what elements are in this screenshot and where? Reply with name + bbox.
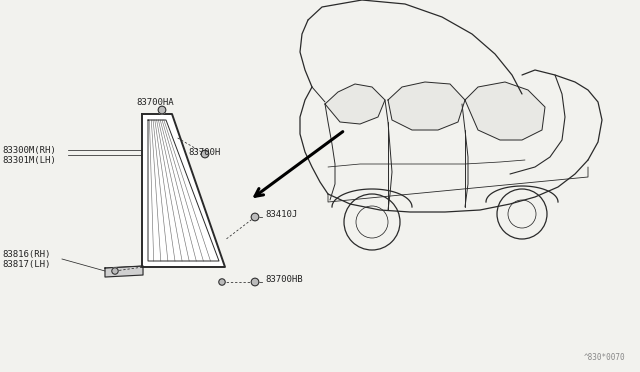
Polygon shape	[142, 114, 225, 267]
Polygon shape	[325, 84, 385, 124]
Text: 83301M(LH): 83301M(LH)	[2, 155, 56, 164]
Text: 83410J: 83410J	[265, 209, 297, 218]
Text: 83816(RH): 83816(RH)	[2, 250, 51, 259]
Circle shape	[219, 279, 225, 285]
Polygon shape	[388, 82, 465, 130]
Circle shape	[251, 213, 259, 221]
Circle shape	[201, 150, 209, 158]
Circle shape	[112, 268, 118, 274]
Circle shape	[251, 278, 259, 286]
Polygon shape	[465, 82, 545, 140]
Text: 83700H: 83700H	[188, 148, 220, 157]
Text: ^830*0070: ^830*0070	[584, 353, 625, 362]
Circle shape	[158, 106, 166, 114]
Text: 83700HB: 83700HB	[265, 275, 303, 283]
Text: 83700HA: 83700HA	[136, 97, 173, 106]
Text: 83300M(RH): 83300M(RH)	[2, 145, 56, 154]
Text: 83817(LH): 83817(LH)	[2, 260, 51, 269]
Polygon shape	[105, 266, 143, 277]
